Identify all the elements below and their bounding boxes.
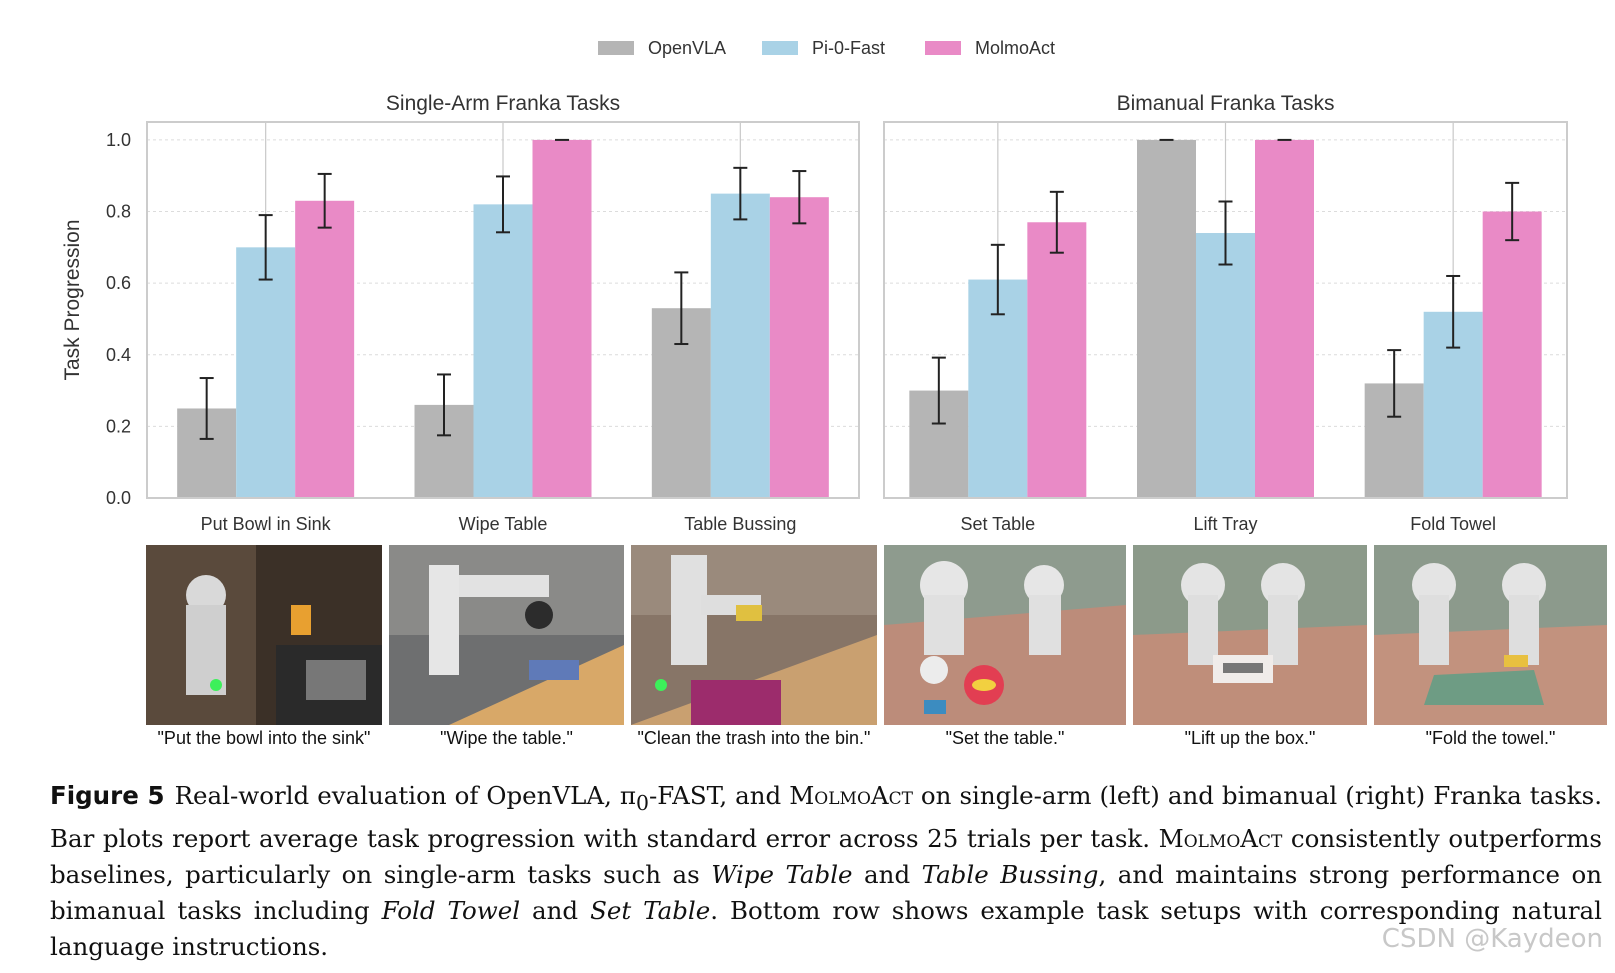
photo-caption-3: "Clean the trash into the bin." [637, 728, 871, 748]
photo-set-table [884, 545, 1126, 725]
photo-caption-5: "Lift up the box." [1184, 728, 1316, 748]
panel-frame [883, 121, 1568, 499]
photo-fold-towel [1374, 545, 1607, 725]
photo-caption-1: "Put the bowl into the sink" [157, 728, 371, 748]
y-tick-5: 1.0 [106, 130, 131, 150]
chart-legend: OpenVLA Pi-0-Fast MolmoAct [598, 38, 1055, 58]
photo-caption-2: "Wipe the table." [440, 728, 573, 748]
y-tick-1: 0.2 [106, 416, 131, 436]
legend-label-0: OpenVLA [648, 38, 726, 58]
panel-1: Set Table Lift Tray Fold Towel Bimanual Fra… [883, 92, 1568, 534]
bar-OpenVLA-1 [1137, 139, 1196, 498]
y-tick-3: 0.6 [106, 273, 131, 293]
bar-Pi-0-Fast-0 [236, 247, 296, 498]
photo-caption-4: "Set the table." [945, 728, 1065, 748]
photo-lift-tray [1133, 545, 1367, 725]
bar-MolmoAct-0 [295, 200, 355, 498]
y-tick-0: 0.0 [106, 488, 131, 508]
category-label-2: Table Bussing [684, 514, 796, 534]
y-tick-2: 0.4 [106, 345, 131, 365]
y-axis-label: Task Progression [61, 219, 84, 380]
category-label-0: Set Table [960, 514, 1035, 534]
panel-title: Bimanual Franka Tasks [1117, 92, 1335, 115]
bar-Pi-0-Fast-0 [968, 279, 1028, 498]
bar-Pi-0-Fast-1 [1196, 233, 1255, 498]
bar-MolmoAct-1 [1255, 139, 1314, 498]
legend-label-2: MolmoAct [975, 38, 1055, 58]
bar-Pi-0-Fast-1 [473, 204, 533, 498]
category-label-1: Wipe Table [459, 514, 548, 534]
figure-caption: Figure 5 Real-world evaluation of OpenVLA… [50, 781, 1603, 961]
bar-MolmoAct-2 [1482, 211, 1542, 498]
panel-frame [146, 121, 860, 499]
legend-swatch-2 [925, 41, 961, 55]
bar-MolmoAct-1 [532, 139, 592, 498]
photo-table-bussing [631, 545, 877, 725]
photo-put-bowl [146, 545, 382, 725]
category-label-0: Put Bowl in Sink [201, 514, 332, 534]
bar-chart-figure: OpenVLA Pi-0-Fast MolmoAct Put Bowl in Sin… [61, 38, 1568, 534]
chart-panels: Put Bowl in Sink Wipe Table Table Bussing S… [61, 92, 1568, 534]
bar-Pi-0-Fast-2 [710, 193, 770, 498]
watermark: CSDN @Kaydeon [1381, 924, 1603, 954]
legend-swatch-0 [598, 41, 634, 55]
bar-MolmoAct-0 [1027, 222, 1087, 498]
legend-swatch-1 [762, 41, 798, 55]
panel-title: Single-Arm Franka Tasks [386, 92, 620, 115]
category-label-1: Lift Tray [1193, 514, 1257, 534]
y-tick-4: 0.8 [106, 202, 131, 222]
photo-caption-6: "Fold the towel." [1425, 728, 1556, 748]
photo-wipe-table [389, 545, 624, 725]
figure-label: Figure 5 [50, 781, 165, 810]
bar-MolmoAct-2 [769, 197, 829, 498]
legend-label-1: Pi-0-Fast [812, 38, 885, 58]
panel-0: Put Bowl in Sink Wipe Table Table Bussing S… [61, 92, 860, 534]
category-label-2: Fold Towel [1410, 514, 1496, 534]
